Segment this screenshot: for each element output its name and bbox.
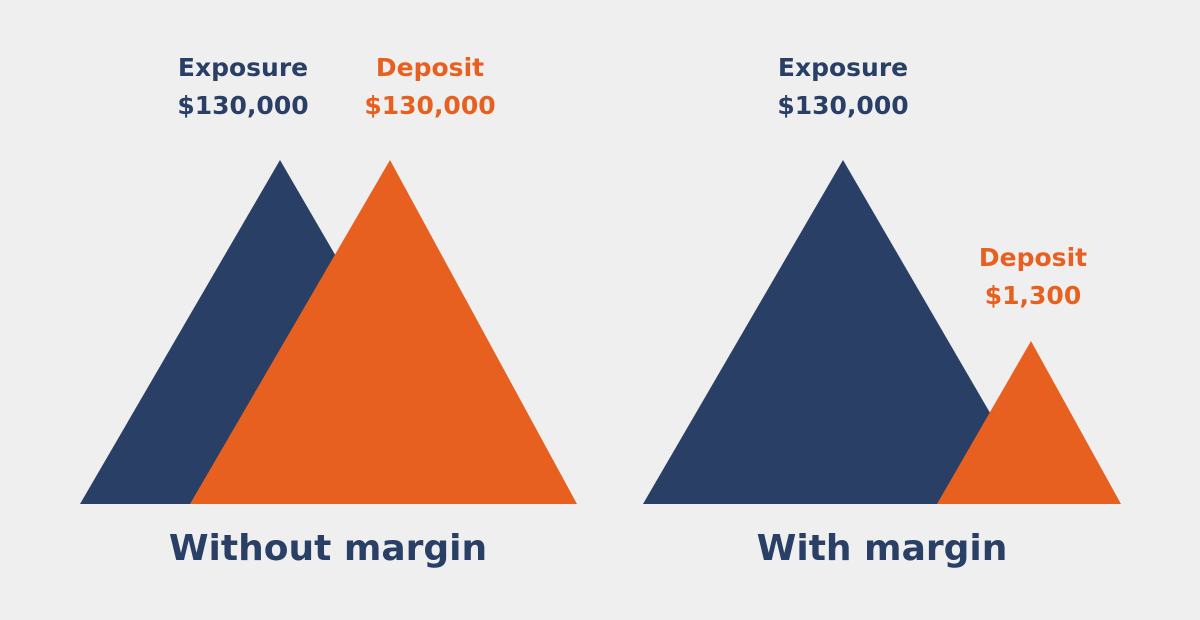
deposit-title: Deposit bbox=[978, 243, 1088, 272]
deposit-label-without-margin: Deposit $130,000 bbox=[350, 49, 510, 125]
deposit-value: $130,000 bbox=[364, 91, 496, 120]
caption-with-margin: With margin bbox=[756, 528, 1008, 569]
exposure-label-without-margin: Exposure $130,000 bbox=[163, 49, 323, 125]
exposure-triangle-with-margin bbox=[643, 160, 1043, 504]
deposit-triangle-without-margin bbox=[190, 160, 577, 504]
exposure-label-with-margin: Exposure $130,000 bbox=[763, 49, 923, 125]
exposure-title: Exposure bbox=[777, 53, 909, 82]
exposure-title: Exposure bbox=[177, 53, 309, 82]
caption-without-margin: Without margin bbox=[168, 528, 488, 569]
exposure-value: $130,000 bbox=[177, 91, 309, 120]
deposit-triangle-with-margin bbox=[937, 341, 1121, 504]
deposit-label-with-margin: Deposit $1,300 bbox=[953, 239, 1113, 315]
deposit-value: $1,300 bbox=[984, 281, 1082, 310]
exposure-value: $130,000 bbox=[777, 91, 909, 120]
deposit-title: Deposit bbox=[375, 53, 485, 82]
